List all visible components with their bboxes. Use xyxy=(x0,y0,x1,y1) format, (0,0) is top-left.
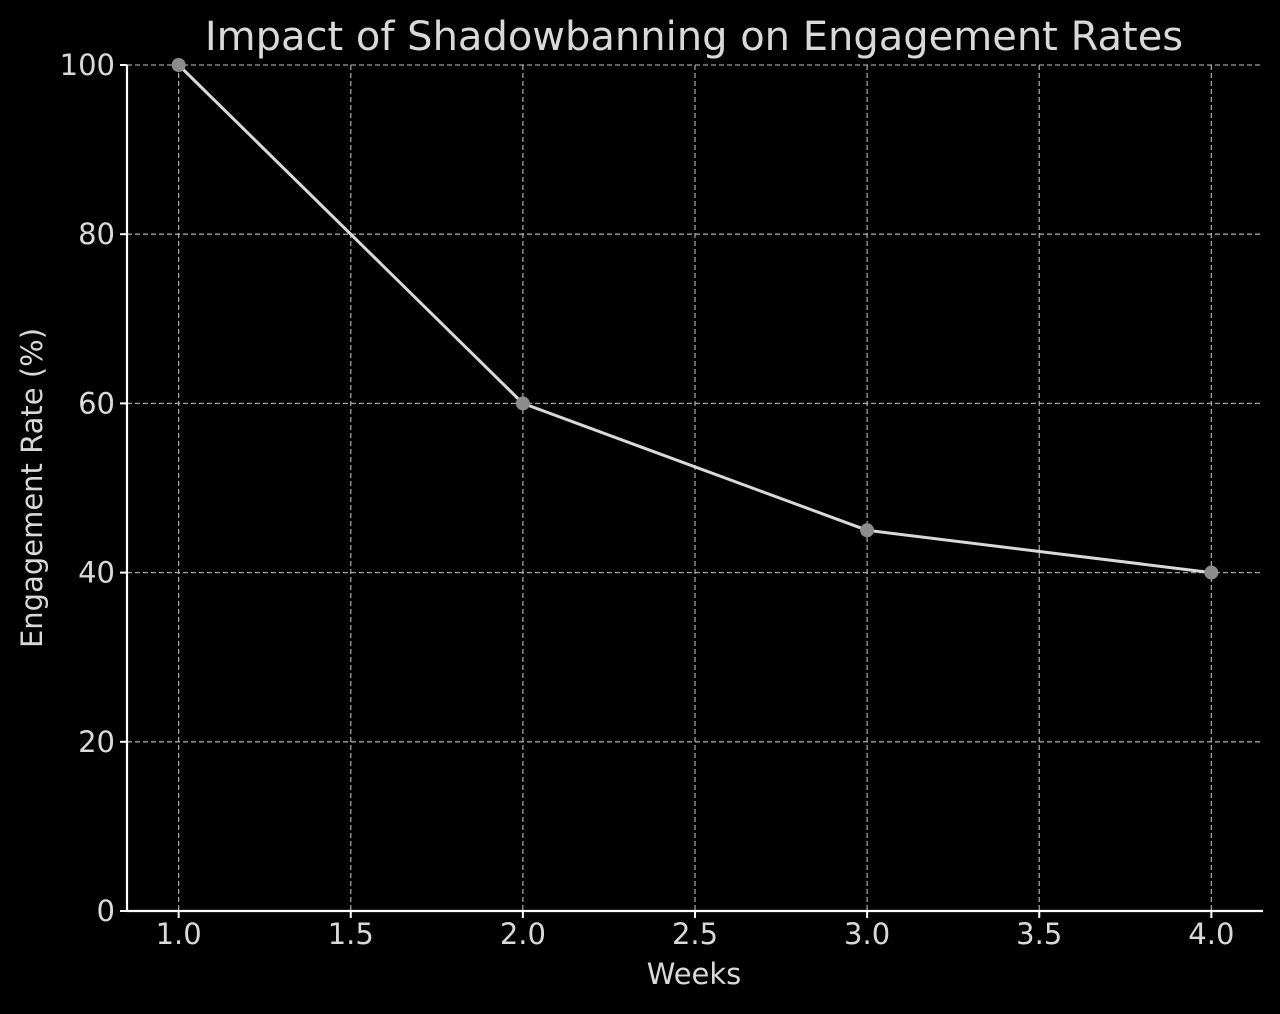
grid xyxy=(127,64,1263,912)
x-tick-label: 1.5 xyxy=(328,917,374,951)
data-point xyxy=(515,396,530,411)
x-tick-label: 2.5 xyxy=(672,917,718,951)
y-axis-label: Engagement Rate (%) xyxy=(15,328,49,648)
y-tick-label: 40 xyxy=(78,556,115,590)
x-tick-label: 3.0 xyxy=(844,917,890,951)
y-tick-label: 0 xyxy=(97,894,115,928)
series-layer xyxy=(171,58,1219,580)
tick-labels: 1.0 1.5 2.0 2.5 3.0 3.5 4.0 0 20 40 60 80 100 xyxy=(60,48,1235,951)
y-tick-label: 20 xyxy=(78,725,115,759)
x-tick-label: 4.0 xyxy=(1188,917,1234,951)
y-tick-label: 100 xyxy=(60,48,115,82)
data-point xyxy=(171,58,186,72)
x-tick-label: 1.0 xyxy=(156,917,202,951)
y-tick-label: 80 xyxy=(78,217,115,251)
axes xyxy=(120,64,1263,918)
x-axis-label: Weeks xyxy=(647,957,742,991)
y-tick-label: 60 xyxy=(78,386,115,420)
x-tick-label: 3.5 xyxy=(1016,917,1062,951)
data-point xyxy=(1204,565,1219,580)
data-point xyxy=(860,523,875,538)
series-line xyxy=(177,63,1212,575)
chart-title: Impact of Shadowbanning on Engagement Ra… xyxy=(205,14,1183,60)
x-tick-label: 2.0 xyxy=(500,917,546,951)
